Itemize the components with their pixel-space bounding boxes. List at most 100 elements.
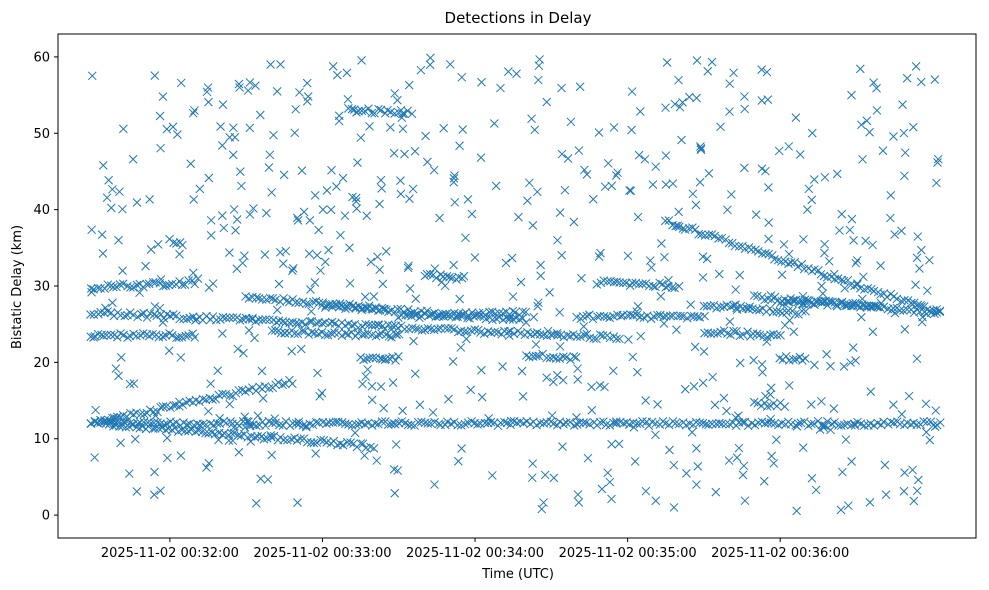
data-point (822, 272, 832, 282)
data-point (828, 297, 837, 307)
data-point (438, 309, 448, 319)
data-point (865, 127, 874, 137)
data-point (347, 104, 357, 114)
data-point (780, 402, 790, 411)
data-point (634, 150, 644, 160)
data-point (859, 421, 869, 431)
data-point (797, 259, 807, 269)
data-point (267, 326, 277, 336)
data-point (369, 292, 379, 301)
data-point (573, 490, 583, 499)
data-point (240, 251, 249, 261)
data-point (542, 97, 552, 107)
data-point (297, 166, 307, 175)
data-point (575, 82, 585, 92)
data-point (186, 159, 196, 169)
data-point (611, 417, 621, 426)
data-point (820, 248, 829, 258)
data-point (487, 471, 497, 480)
data-point (337, 301, 346, 310)
data-point (193, 274, 203, 283)
data-point (461, 334, 471, 344)
data-point (164, 346, 174, 356)
data-point (726, 190, 736, 199)
data-point (263, 475, 273, 484)
data-point (847, 214, 857, 224)
data-point (758, 367, 767, 377)
data-point (295, 88, 304, 97)
data-point (719, 302, 729, 312)
data-point (440, 281, 450, 291)
data-point (187, 276, 197, 285)
data-point (798, 291, 808, 301)
data-point (573, 364, 582, 374)
data-point (506, 420, 515, 430)
data-point (512, 69, 521, 79)
y-axis-label: Bistatic Delay (km) (10, 225, 25, 349)
data-point (555, 342, 565, 351)
data-point (346, 438, 355, 447)
data-point (327, 329, 336, 338)
data-point (148, 329, 157, 339)
data-point (459, 271, 469, 281)
y-tick-label: 60 (33, 50, 50, 65)
data-point (539, 330, 548, 340)
data-point (609, 123, 619, 132)
data-point (879, 417, 888, 427)
data-point (762, 402, 772, 411)
data-point (460, 419, 470, 429)
data-point (708, 372, 717, 382)
data-point (600, 382, 609, 392)
data-point (377, 303, 387, 313)
data-point (530, 125, 540, 135)
data-point (747, 245, 756, 254)
data-point (818, 289, 828, 298)
data-point (445, 59, 455, 69)
data-point (722, 406, 731, 416)
data-point (408, 323, 417, 333)
data-point (229, 205, 239, 214)
data-point (311, 449, 321, 458)
data-point (440, 323, 450, 333)
data-point (239, 348, 248, 358)
data-point (486, 328, 496, 338)
data-point (202, 87, 212, 97)
data-point (508, 292, 518, 301)
data-point (714, 269, 724, 279)
data-point (706, 329, 716, 339)
data-point (889, 132, 898, 141)
data-point (740, 104, 750, 114)
data-point (104, 175, 114, 185)
data-point (723, 205, 732, 215)
data-point (480, 311, 490, 320)
data-point (324, 418, 334, 427)
data-point (867, 284, 876, 294)
data-point (125, 379, 135, 389)
data-point (765, 304, 775, 313)
data-point (892, 294, 902, 304)
data-point (121, 422, 131, 432)
data-point (428, 408, 438, 417)
data-point (740, 163, 749, 173)
data-point (656, 291, 666, 301)
data-point (367, 381, 377, 391)
data-point (579, 418, 588, 428)
data-point (167, 425, 177, 435)
data-point (899, 128, 909, 138)
data-point (595, 380, 605, 390)
data-point (922, 286, 932, 296)
data-point (599, 276, 609, 285)
data-point (767, 251, 777, 260)
data-point (555, 307, 565, 317)
data-point (767, 451, 776, 461)
data-point (854, 300, 863, 310)
data-point (707, 57, 717, 67)
data-point (269, 130, 278, 140)
data-point (798, 299, 807, 309)
data-point (921, 427, 931, 437)
data-point (246, 437, 255, 446)
data-point (766, 414, 775, 424)
data-point (195, 397, 204, 407)
data-point (383, 420, 393, 429)
data-point (264, 315, 274, 325)
